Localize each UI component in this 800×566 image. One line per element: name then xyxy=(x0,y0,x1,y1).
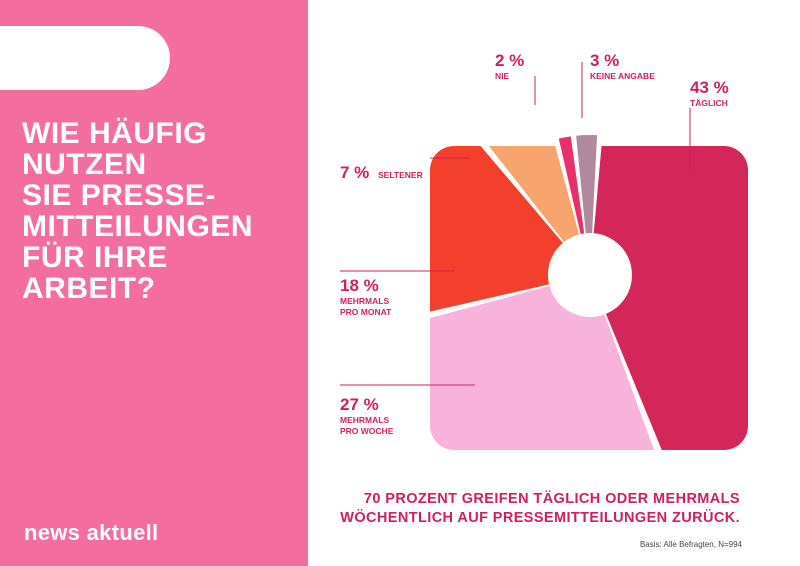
pie-slice-mehrmals-pro-woche xyxy=(430,275,680,450)
headline-line: ARBEIT? xyxy=(22,272,156,305)
slice-value-label: 43 % xyxy=(690,78,729,97)
headline-line: NUTZEN xyxy=(22,148,147,181)
slice-category-label: KEINE ANGABE xyxy=(590,71,655,81)
chart-slices xyxy=(430,146,748,450)
slice-category-label: SELTENER xyxy=(378,170,423,180)
summary-text: 70 PROZENT GREIFEN TÄGLICH ODER MEHRMALS… xyxy=(320,490,740,528)
slice-category-label: MEHRMALS xyxy=(340,296,389,306)
left-panel: WIE HÄUFIG NUTZEN SIE PRESSE- MITTEILUNG… xyxy=(0,0,308,566)
headline-line: SIE PRESSE- xyxy=(22,179,216,212)
slice-value-label: 7 % xyxy=(340,163,369,182)
pie-slice-keine-angabe xyxy=(576,135,598,275)
chart-center-hole xyxy=(548,233,632,317)
headline-line: WIE HÄUFIG xyxy=(22,117,207,150)
slice-value-label: 27 % xyxy=(340,395,379,414)
headline-line: FÜR IHRE xyxy=(22,241,168,274)
headline: WIE HÄUFIG NUTZEN SIE PRESSE- MITTEILUNG… xyxy=(22,118,302,304)
slice-category-label: PRO MONAT xyxy=(340,307,392,317)
slice-category-label: NIE xyxy=(495,71,510,81)
pie-slice-täglich xyxy=(590,146,748,450)
basis-note: Basis: Alle Befragten, N=994 xyxy=(639,540,742,549)
headline-line: MITTEILUNGEN xyxy=(22,210,253,243)
summary-line: 70 PROZENT GREIFEN TÄGLICH ODER MEHRMALS xyxy=(363,491,740,507)
pie-slice-mehrmals-pro-monat xyxy=(430,146,590,334)
slice-value-label: 3 % xyxy=(590,51,619,70)
summary-line: WÖCHENTLICH AUF PRESSEMITTEILUNGEN ZURÜC… xyxy=(340,510,740,526)
slice-category-label: TÄGLICH xyxy=(690,98,728,108)
slice-value-label: 2 % xyxy=(495,51,524,70)
pie-slice-seltener xyxy=(430,146,590,275)
slice-category-label: MEHRMALS xyxy=(340,415,389,425)
slice-category-label: PRO WOCHE xyxy=(340,426,394,436)
white-tab-shape xyxy=(0,26,170,90)
slice-value-label: 18 % xyxy=(340,276,379,295)
brand-logo: news aktuell xyxy=(24,520,159,545)
